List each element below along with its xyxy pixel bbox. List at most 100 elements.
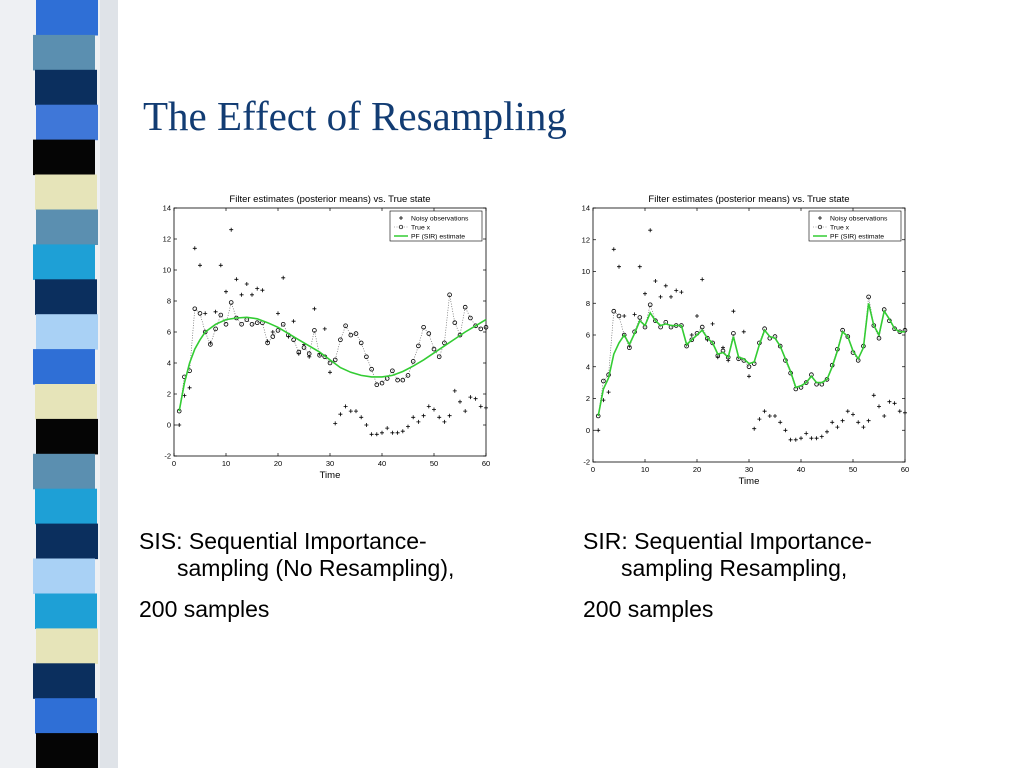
x-tick-label: 10 bbox=[222, 459, 230, 468]
true-state-point bbox=[223, 322, 229, 327]
sidebar-block bbox=[35, 174, 97, 210]
x-tick-label: 0 bbox=[172, 459, 176, 468]
observation-point bbox=[400, 429, 405, 434]
true-state-point bbox=[202, 329, 208, 335]
observation-point bbox=[270, 330, 275, 334]
observation-point bbox=[473, 396, 478, 401]
legend-item: True x bbox=[813, 225, 850, 232]
legend-item: PF (SIR) estimate bbox=[813, 234, 884, 241]
true-state-point bbox=[473, 323, 478, 329]
observation-point bbox=[385, 426, 390, 431]
sidebar-shadow-edge bbox=[100, 0, 118, 768]
observation-point bbox=[617, 264, 621, 269]
y-tick-label: 10 bbox=[163, 266, 171, 275]
observation-point bbox=[793, 437, 798, 442]
legend-swatch-circle bbox=[817, 224, 823, 230]
observation-point bbox=[348, 409, 353, 414]
true-state-point bbox=[213, 326, 218, 332]
y-tick-label: 0 bbox=[586, 426, 590, 435]
x-axis-label: Time bbox=[320, 470, 341, 481]
sidebar-block bbox=[33, 244, 95, 280]
observation-point bbox=[778, 420, 783, 425]
y-tick-label: 14 bbox=[163, 204, 171, 213]
legend: Noisy observations True x PF (SIR) estimat… bbox=[808, 210, 902, 242]
observation-point bbox=[622, 314, 627, 318]
x-tick-label: 0 bbox=[591, 465, 595, 474]
observation-point bbox=[653, 279, 658, 283]
observation-point bbox=[892, 401, 897, 406]
caption-sir-line3: 200 samples bbox=[583, 596, 714, 622]
observation-point bbox=[281, 275, 286, 280]
observation-point bbox=[260, 288, 265, 293]
series-line bbox=[178, 316, 487, 412]
observation-point bbox=[731, 309, 736, 314]
observation-point bbox=[213, 309, 218, 314]
observation-point bbox=[250, 292, 254, 297]
true-state-point bbox=[280, 322, 286, 327]
observation-point bbox=[741, 329, 746, 334]
observation-point bbox=[757, 417, 762, 422]
observation-point bbox=[406, 424, 410, 429]
legend-label: PF (SIR) estimate bbox=[411, 234, 465, 241]
legend-swatch-plus bbox=[399, 216, 403, 220]
observation-point bbox=[442, 419, 447, 424]
true-state-point bbox=[374, 382, 380, 388]
observation-point bbox=[322, 326, 327, 331]
true-state-point bbox=[803, 380, 809, 385]
caption-sis: SIS: Sequential Importance- sampling (No… bbox=[139, 528, 559, 623]
sidebar-block bbox=[33, 139, 95, 176]
observation-point bbox=[426, 404, 431, 409]
caption-sis-line2: sampling (No Resampling), bbox=[177, 555, 455, 581]
true-state-point bbox=[218, 312, 224, 318]
legend-item: True x bbox=[394, 225, 431, 232]
observation-point bbox=[783, 428, 788, 433]
sidebar-block bbox=[35, 69, 97, 106]
sidebar-block bbox=[36, 314, 98, 350]
sidebar-block bbox=[33, 453, 95, 490]
observation-point bbox=[359, 415, 364, 420]
observation-point bbox=[851, 412, 855, 417]
observation-point bbox=[312, 306, 317, 311]
observation-point bbox=[674, 288, 679, 293]
observation-point bbox=[752, 426, 757, 431]
x-tick-label: 40 bbox=[797, 465, 805, 474]
x-tick-label: 30 bbox=[326, 459, 334, 468]
true-state-point bbox=[468, 315, 473, 321]
sidebar-block bbox=[35, 698, 97, 734]
observation-point bbox=[395, 430, 400, 435]
observation-point bbox=[804, 431, 809, 436]
true-state-point bbox=[710, 340, 715, 346]
x-tick-label: 30 bbox=[745, 465, 753, 474]
x-tick-label: 60 bbox=[482, 459, 490, 468]
y-tick-label: -2 bbox=[583, 458, 590, 467]
true-state-point bbox=[249, 322, 255, 327]
sidebar-block bbox=[36, 523, 98, 560]
caption-sis-line3: 200 samples bbox=[139, 596, 270, 622]
sidebar-block bbox=[33, 663, 95, 699]
sidebar-block bbox=[36, 104, 98, 141]
y-tick-label: 8 bbox=[586, 299, 590, 308]
observation-point bbox=[669, 294, 673, 299]
x-tick-label: 60 bbox=[901, 465, 909, 474]
true-state-point bbox=[395, 377, 400, 383]
observation-point bbox=[611, 247, 616, 252]
pf-estimate-line bbox=[178, 316, 487, 412]
true-state-point bbox=[291, 337, 296, 343]
x-tick-label: 50 bbox=[430, 459, 438, 468]
legend-item: Noisy observations bbox=[818, 216, 888, 223]
observation-point bbox=[762, 409, 767, 414]
true-state-point bbox=[353, 331, 359, 336]
observation-point bbox=[830, 420, 835, 425]
observation-point bbox=[840, 418, 845, 423]
caption-sir: SIR: Sequential Importance- sampling Res… bbox=[583, 528, 1003, 623]
true-state-point bbox=[452, 320, 458, 326]
true-state-point bbox=[621, 332, 627, 338]
observation-point bbox=[192, 246, 197, 251]
legend-swatch-plus bbox=[818, 216, 822, 220]
observation-point bbox=[689, 333, 694, 337]
y-tick-label: 2 bbox=[167, 390, 171, 399]
y-tick-label: 4 bbox=[167, 359, 171, 368]
true-state-point bbox=[228, 300, 234, 305]
observation-point bbox=[877, 404, 881, 409]
observation-point bbox=[809, 436, 814, 441]
